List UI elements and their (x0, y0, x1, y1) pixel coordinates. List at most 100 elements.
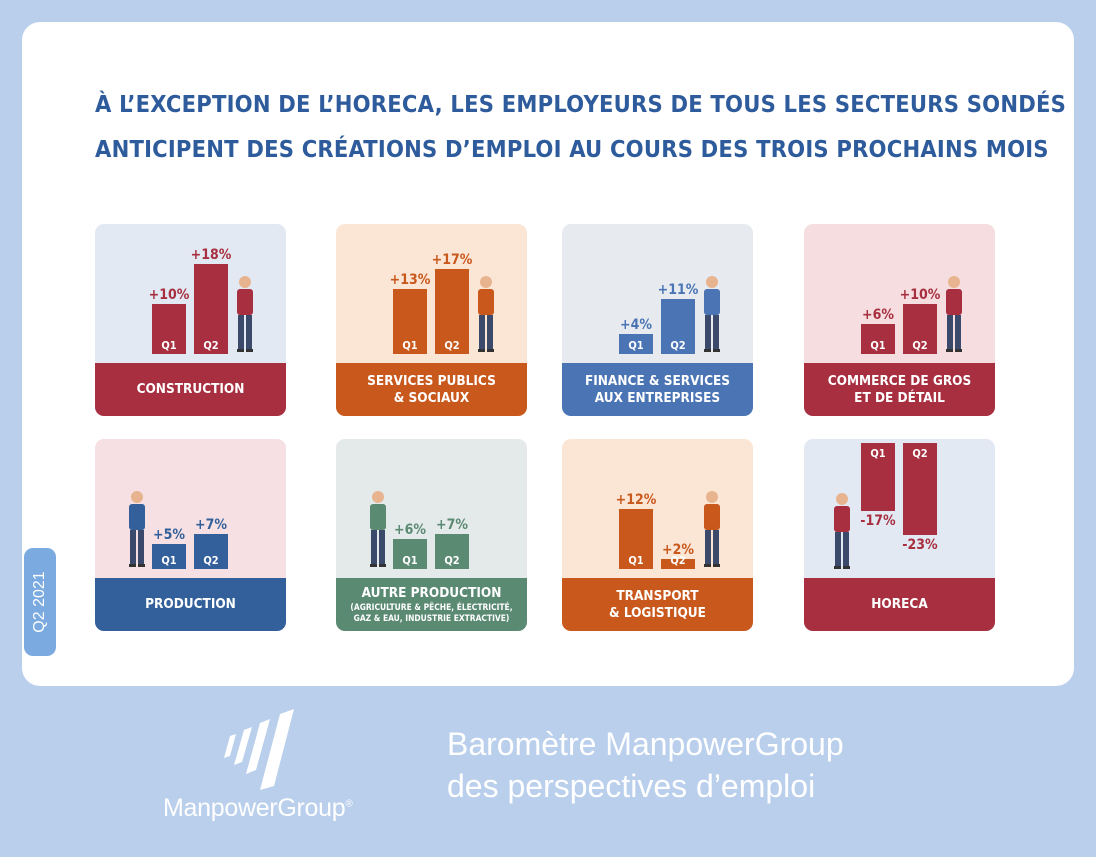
manpowergroup-logo-icon (224, 709, 294, 790)
figure-illustration (834, 493, 850, 569)
figure-illustration (237, 276, 253, 352)
sector-label-band: AUTRE PRODUCTION (AGRICULTURE & PÊCHE, ÉL… (336, 578, 527, 631)
category-label: Q2 (203, 554, 218, 567)
value-label: +11% (658, 282, 699, 298)
figure-illustration (704, 276, 720, 352)
sector-card: Q1 +13% Q2 +17% SERVICES PUBLICS & SOCIAUX (336, 224, 527, 416)
category-label: Q2 (670, 554, 685, 567)
sector-bar-chart: Q1 +13% Q2 +17% (390, 252, 494, 354)
category-label: Q1 (628, 554, 643, 567)
value-label: +4% (620, 317, 652, 333)
category-label: Q2 (670, 339, 685, 352)
category-label: Q1 (402, 554, 417, 567)
period-label: Q2 2021 (31, 571, 48, 633)
value-label: +18% (191, 247, 232, 263)
bar-q1 (619, 334, 653, 354)
headline-line-1: À L’EXCEPTION DE L’HORECA, LES EMPLOYEUR… (95, 90, 1067, 118)
figure-illustration (946, 276, 962, 352)
figure-illustration (478, 276, 494, 352)
bar-q2 (435, 269, 469, 354)
sector-bar-chart: Q1 +5% Q2 +7% (129, 491, 228, 569)
sector-label-band: TRANSPORT & LOGISTIQUE (562, 578, 753, 631)
value-label: +10% (149, 287, 190, 303)
sector-label-band: CONSTRUCTION (95, 363, 286, 416)
sector-bar-chart: Q1 -17% Q2 -23% (834, 443, 938, 569)
value-label: -23% (902, 537, 938, 553)
sector-name-line: PRODUCTION (145, 596, 236, 613)
bar-q1 (619, 509, 653, 569)
category-label: Q1 (870, 339, 885, 352)
value-label: +7% (436, 517, 468, 533)
tagline-line-1: Baromètre ManpowerGroup (447, 726, 844, 762)
period-tab: Q2 2021 (24, 548, 56, 656)
sector-label-band: HORECA (804, 578, 995, 631)
value-label: +10% (900, 287, 941, 303)
value-label: +12% (616, 492, 657, 508)
sector-name-line: COMMERCE DE GROS (827, 372, 972, 389)
sector-name-line: TRANSPORT (616, 587, 699, 604)
bar-q2 (903, 304, 937, 354)
sector-name-line: AUTRE PRODUCTION (361, 584, 502, 601)
sector-label-band: PRODUCTION (95, 578, 286, 631)
sector-bar-chart: Q1 +4% Q2 +11% (619, 276, 720, 354)
headline-line-2: ANTICIPENT DES CRÉATIONS D’EMPLOI AU COU… (95, 135, 1049, 163)
sector-card: Q1 +4% Q2 +11% FINANCE & SERVICES AUX ENTREPR… (562, 224, 753, 416)
figure-illustration (370, 491, 386, 567)
bar-q2 (903, 443, 937, 535)
sector-card: Q1 +5% Q2 +7% PRODUCTION (95, 439, 286, 631)
bar-q2 (194, 264, 228, 354)
brand-wordmark: ManpowerGroup (163, 794, 346, 822)
sector-bar-chart: Q1 +12% Q2+2% (616, 491, 720, 569)
category-label: Q1 (161, 554, 176, 567)
tagline-line-2: des perspectives d’emploi (447, 768, 816, 804)
value-label: +6% (394, 522, 426, 538)
bar-q2 (435, 534, 469, 569)
bar-q1 (393, 539, 427, 569)
bar-q2 (661, 559, 695, 569)
brand-name: ManpowerGroup® (163, 794, 353, 823)
value-label: +7% (195, 517, 227, 533)
category-label: Q1 (628, 339, 643, 352)
bar-q1 (393, 289, 427, 354)
sector-name-line: (AGRICULTURE & PÊCHE, ÉLECTRICITÉ, (350, 601, 513, 612)
category-label: Q1 (161, 339, 176, 352)
sector-bar-chart: Q1 +6% Q2 +10% (861, 276, 962, 354)
sector-card: Q1 +6% Q2 +10% COMMERCE DE GROS ET DE DÉTAIL (804, 224, 995, 416)
sector-name-line: & LOGISTIQUE (609, 604, 706, 621)
bar-q1 (861, 443, 895, 511)
category-label: Q2 (444, 554, 459, 567)
sector-bar-chart: Q1 +6% Q2 +7% (370, 491, 469, 569)
sector-name-line: HORECA (871, 596, 928, 613)
value-label: -17% (860, 513, 896, 529)
sector-name-line: FINANCE & SERVICES (584, 372, 731, 389)
category-label: Q1 (870, 447, 885, 460)
bar-q2 (194, 534, 228, 569)
registered-mark: ® (345, 798, 353, 810)
sector-label-band: FINANCE & SERVICES AUX ENTREPRISES (562, 363, 753, 416)
sector-name-line: & SOCIAUX (393, 389, 470, 406)
sector-card: Q1 +6% Q2 +7% AUTRE PRODUCTION (AGRICULTURE &… (336, 439, 527, 631)
sector-name-line: ET DE DÉTAIL (854, 389, 945, 406)
sector-card: Q1 +12% Q2 +2% TRANSPORT & LOGISTIQUE (562, 439, 753, 631)
figure-illustration (704, 491, 720, 567)
value-label: +13% (390, 272, 431, 288)
sector-card: Q1 +10% Q2 +18% CONSTRUCTION (95, 224, 286, 416)
sector-name-line: GAZ & EAU, INDUSTRIE EXTRACTIVE) (353, 612, 510, 623)
sector-label-band: COMMERCE DE GROS ET DE DÉTAIL (804, 363, 995, 416)
category-label: Q2 (203, 339, 218, 352)
bar-q1 (861, 324, 895, 354)
sector-name-line: CONSTRUCTION (136, 381, 245, 398)
sector-card: Q1 -17% Q2 -23% HORECA (804, 439, 995, 631)
figure-illustration (129, 491, 145, 567)
bar-q2 (661, 299, 695, 354)
value-label: +5% (153, 527, 185, 543)
sector-bar-chart: Q1 +10% Q2 +18% (149, 247, 253, 354)
category-label: Q2 (912, 447, 927, 460)
category-label: Q2 (912, 339, 927, 352)
value-label: +2% (662, 542, 694, 558)
bar-q1 (152, 544, 186, 569)
category-label: Q1 (402, 339, 417, 352)
sector-name-line: SERVICES PUBLICS (367, 372, 496, 389)
sector-label-band: SERVICES PUBLICS & SOCIAUX (336, 363, 527, 416)
value-label: +6% (862, 307, 894, 323)
